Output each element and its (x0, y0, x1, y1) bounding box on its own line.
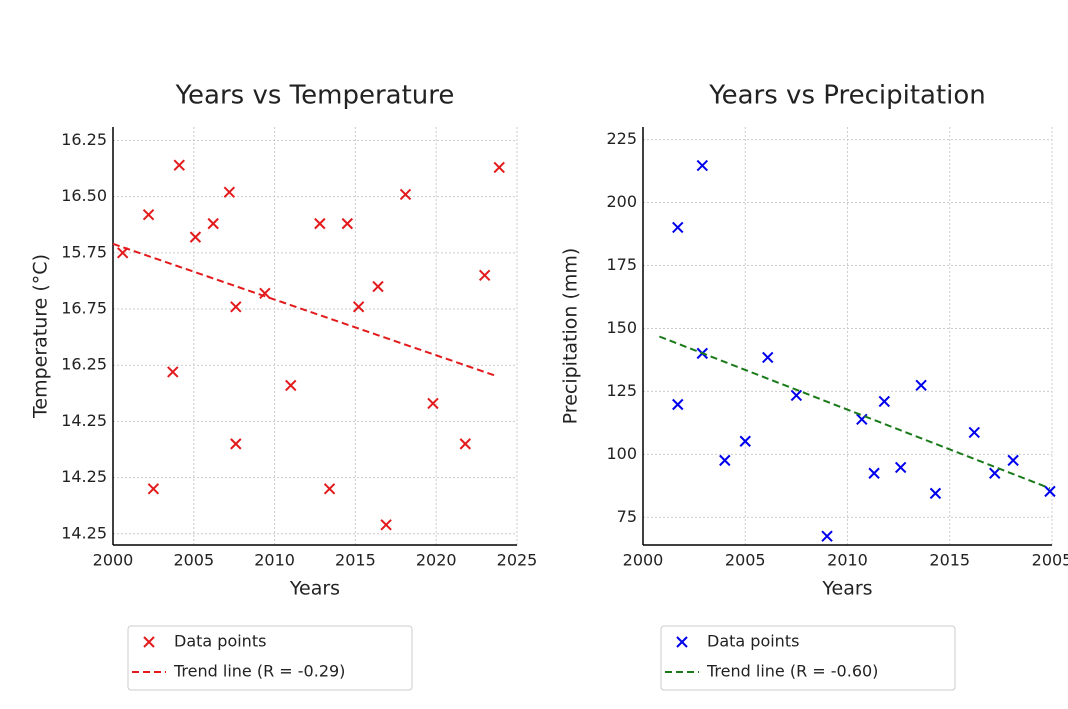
data-point (478, 269, 491, 282)
data-point (929, 487, 942, 500)
legend-label: Data points (174, 632, 266, 651)
data-point (223, 186, 236, 198)
data-point (230, 438, 242, 450)
data-point (739, 435, 751, 447)
x-tick-label: 2005 (725, 551, 766, 570)
x-tick-label: 2015 (335, 551, 376, 570)
data-point (207, 217, 219, 230)
trend-line (658, 335, 1051, 490)
data-point (341, 217, 354, 230)
data-point (894, 461, 907, 474)
data-point (821, 530, 833, 542)
data-point (323, 483, 336, 495)
data-point (142, 208, 155, 221)
data-point (372, 280, 384, 293)
y-tick-label: 14.25 (61, 467, 107, 486)
data-point (116, 247, 129, 259)
y-tick-label: 150 (606, 318, 637, 337)
x-tick-label: 2020 (416, 551, 457, 570)
y-tick-label: 225 (606, 129, 637, 148)
x-tick-label: 2005 (173, 551, 214, 570)
y-tick-label: 16.25 (61, 355, 107, 374)
data-point (259, 287, 271, 300)
data-point (427, 397, 439, 410)
y-tick-label: 125 (606, 381, 637, 400)
data-point (762, 351, 774, 364)
data-point (173, 159, 185, 171)
data-point (399, 188, 412, 201)
data-point (189, 231, 202, 243)
x-tick-label: 2015 (929, 551, 970, 570)
x-tick-label: 2010 (254, 551, 295, 570)
y-axis-label: Precipitation (mm) (560, 248, 582, 425)
y-tick-label: 14.25 (61, 523, 107, 542)
x-tick-label: 2005 (1032, 551, 1068, 570)
trend-line (112, 242, 498, 378)
data-point (167, 366, 179, 378)
y-tick-label: 200 (606, 192, 637, 211)
data-point (868, 467, 880, 479)
data-point (989, 467, 1001, 479)
data-point (352, 301, 365, 313)
y-tick-label: 175 (606, 255, 637, 274)
data-point (672, 398, 684, 411)
chart-title: Years vs Temperature (175, 81, 455, 111)
x-axis-label: Years (289, 578, 340, 600)
data-point (878, 395, 891, 408)
chart-title: Years vs Precipitation (708, 81, 986, 111)
data-point (285, 379, 297, 392)
y-tick-label: 16.25 (61, 130, 107, 149)
data-point (915, 379, 927, 392)
legend-label: Trend line (R = -0.60) (706, 662, 878, 681)
legend-label: Data points (707, 632, 799, 651)
data-point (790, 389, 803, 402)
data-point (230, 301, 242, 313)
y-tick-label: 16.50 (61, 186, 107, 205)
y-tick-label: 14.25 (61, 411, 107, 430)
legend (660, 625, 956, 691)
data-point (1044, 485, 1056, 498)
y-tick-label: 16.75 (61, 299, 107, 318)
legend-marker (676, 636, 688, 648)
y-tick-label: 100 (606, 444, 637, 463)
x-axis-label: Years (821, 578, 872, 600)
x-tick-label: 2000 (623, 551, 664, 570)
data-point (314, 217, 326, 230)
legend-marker (143, 636, 155, 648)
y-tick-label: 75 (617, 507, 637, 526)
data-point (380, 519, 392, 531)
data-point (672, 221, 684, 234)
x-tick-label: 2010 (827, 551, 868, 570)
y-axis-label: Temperature (°C) (30, 254, 52, 419)
legend (127, 625, 413, 691)
legend-label: Trend line (R = -0.29) (173, 662, 345, 681)
x-tick-label: 2025 (497, 551, 538, 570)
x-tick-label: 2000 (93, 551, 134, 570)
data-point (696, 159, 709, 172)
data-point (459, 438, 471, 450)
data-point (968, 426, 980, 439)
y-tick-label: 15.75 (61, 242, 107, 261)
data-point (1007, 454, 1019, 467)
data-point (719, 454, 731, 467)
data-point (147, 483, 160, 495)
data-point (493, 161, 505, 174)
